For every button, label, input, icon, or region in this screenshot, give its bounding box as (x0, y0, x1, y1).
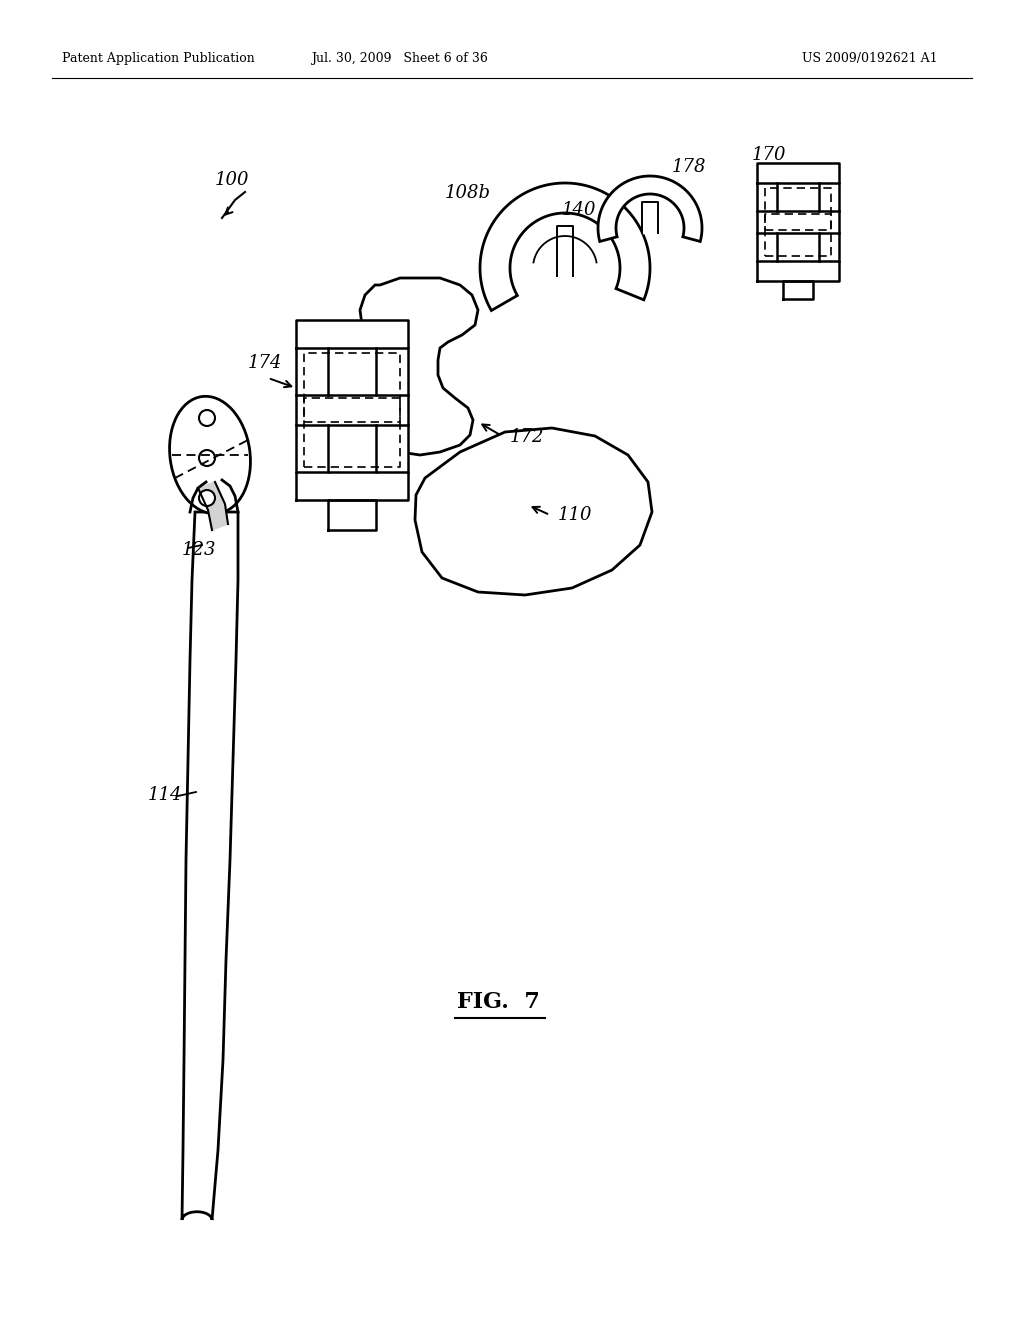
Polygon shape (757, 261, 839, 281)
Polygon shape (819, 183, 839, 261)
Polygon shape (328, 500, 376, 531)
Text: 174: 174 (248, 354, 283, 372)
Polygon shape (296, 319, 408, 348)
Text: 140: 140 (562, 201, 597, 219)
Polygon shape (296, 395, 408, 425)
Polygon shape (757, 211, 839, 234)
Text: 110: 110 (558, 506, 593, 524)
Polygon shape (557, 226, 573, 276)
Polygon shape (376, 348, 408, 473)
Polygon shape (415, 428, 652, 595)
Text: 172: 172 (510, 428, 545, 446)
Text: 178: 178 (348, 326, 383, 345)
Text: 170: 170 (368, 454, 402, 473)
Text: Patent Application Publication: Patent Application Publication (62, 51, 255, 65)
Polygon shape (757, 162, 839, 281)
Text: 100: 100 (215, 172, 250, 189)
Circle shape (199, 411, 215, 426)
Ellipse shape (170, 396, 251, 513)
Text: 123: 123 (182, 541, 216, 558)
Polygon shape (480, 183, 650, 310)
Circle shape (199, 490, 215, 506)
Text: 114: 114 (148, 785, 182, 804)
Polygon shape (198, 482, 228, 531)
Polygon shape (296, 319, 408, 500)
Polygon shape (598, 176, 702, 242)
Polygon shape (783, 281, 813, 300)
Text: 108b: 108b (445, 183, 490, 202)
Polygon shape (360, 279, 478, 455)
Text: FIG.  7: FIG. 7 (457, 991, 540, 1012)
Polygon shape (642, 202, 658, 234)
Text: 178: 178 (672, 158, 707, 176)
Text: Jul. 30, 2009   Sheet 6 of 36: Jul. 30, 2009 Sheet 6 of 36 (311, 51, 488, 65)
Polygon shape (757, 183, 777, 261)
Text: US 2009/0192621 A1: US 2009/0192621 A1 (802, 51, 938, 65)
Text: 170: 170 (752, 147, 786, 164)
Polygon shape (296, 473, 408, 500)
Polygon shape (182, 512, 238, 1220)
Polygon shape (757, 162, 839, 183)
Circle shape (199, 450, 215, 466)
Polygon shape (296, 348, 328, 473)
